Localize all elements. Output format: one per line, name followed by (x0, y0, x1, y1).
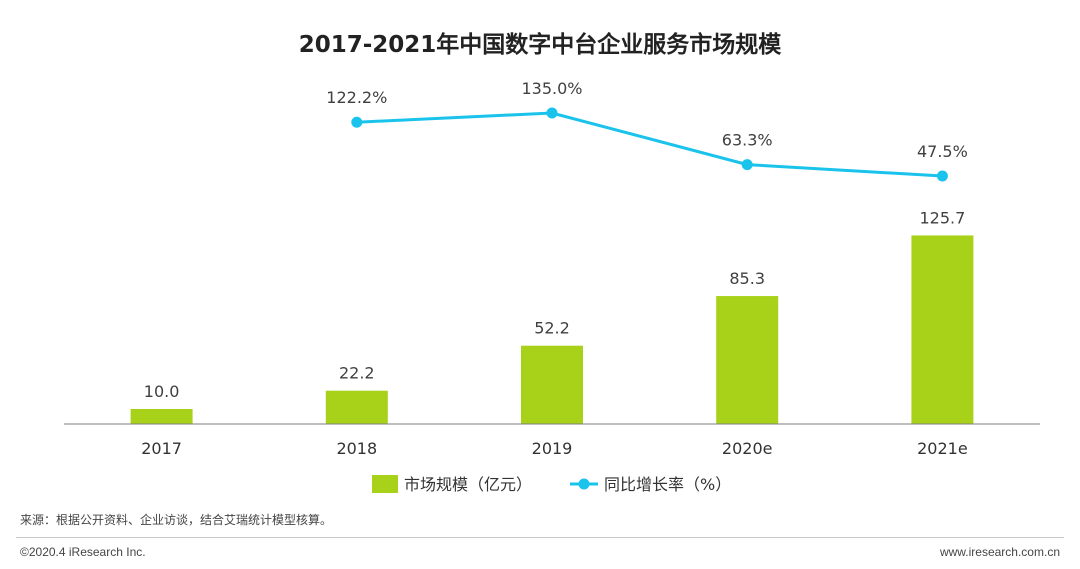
bar-value-label: 10.0 (144, 382, 180, 401)
growth-rate-point (741, 159, 753, 171)
bar-value-label: 125.7 (919, 208, 965, 227)
x-tick-label: 2021e (917, 439, 968, 458)
legend-swatch-growth-marker (578, 478, 590, 490)
bar (716, 296, 779, 424)
growth-rate-label: 135.0% (521, 79, 582, 98)
growth-rate-label: 47.5% (917, 142, 968, 161)
growth-rate-point (936, 170, 948, 182)
chart-title: 2017-2021年中国数字中台企业服务市场规模 (299, 31, 783, 58)
bar (130, 409, 193, 424)
growth-rate-label: 63.3% (722, 131, 773, 150)
growth-rate-point (546, 107, 558, 119)
x-tick-label: 2019 (532, 439, 573, 458)
bar-value-label: 85.3 (729, 269, 765, 288)
website-link[interactable]: www.iresearch.com.cn (939, 545, 1060, 559)
bar (911, 235, 974, 424)
bar (521, 345, 583, 424)
bar-series: 10.0 22.2 52.2 85.3 125.7 (130, 208, 974, 424)
growth-rate-line (356, 111, 943, 178)
legend-label-growth-rate: 同比增长率（%） (604, 475, 731, 494)
bar-value-label: 52.2 (534, 319, 570, 338)
legend: 市场规模（亿元） 同比增长率（%） (372, 475, 731, 494)
x-tick-label: 2017 (141, 439, 182, 458)
x-tick-label: 2018 (336, 439, 377, 458)
chart: 2017-2021年中国数字中台企业服务市场规模 10.0 22.2 52.2 85.… (64, 31, 1040, 494)
source-note: 来源：根据公开资料、企业访谈，结合艾瑞统计模型核算。 (20, 513, 333, 527)
x-tick-label: 2020e (722, 439, 773, 458)
growth-rate-series: 122.2% 135.0% 63.3% 47.5% (326, 79, 968, 182)
x-axis: 2017 2018 2019 2020e 2021e (64, 423, 1040, 458)
growth-rate-point (351, 116, 363, 128)
legend-swatch-market-size (372, 475, 398, 493)
bar (325, 390, 388, 424)
bar-value-label: 22.2 (339, 364, 375, 383)
footer-divider (16, 537, 1064, 538)
growth-rate-label: 122.2% (326, 88, 387, 107)
legend-label-market-size: 市场规模（亿元） (404, 475, 532, 494)
copyright: ©2020.4 iResearch Inc. (20, 545, 146, 559)
